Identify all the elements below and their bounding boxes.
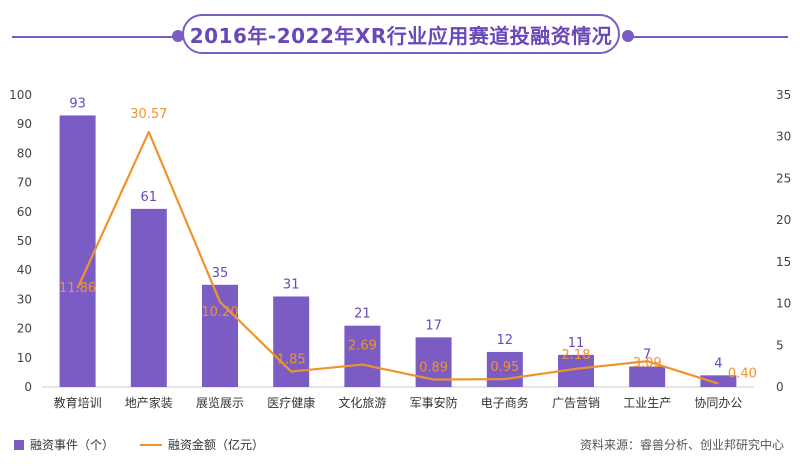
- y-right-tick-label: 0: [776, 380, 784, 394]
- y-left-tick-label: 0: [24, 380, 32, 394]
- y-left-tick-label: 60: [17, 205, 32, 219]
- x-tick-label: 文化旅游: [338, 395, 386, 410]
- x-tick-label: 展览展示: [196, 395, 244, 410]
- line-value-label: 2.18: [562, 348, 591, 363]
- x-tick-label: 教育培训: [54, 395, 102, 410]
- y-left-tick-label: 10: [17, 351, 32, 365]
- line-value-label: 30.57: [130, 107, 167, 122]
- bar-value-label: 31: [283, 277, 300, 292]
- y-right-tick-label: 5: [776, 338, 784, 352]
- y-left-tick-label: 50: [17, 234, 32, 248]
- bar-value-label: 35: [212, 266, 229, 281]
- legend-swatch-bar: [14, 439, 24, 450]
- y-left-tick-label: 20: [17, 322, 32, 336]
- line-value-label: 2.69: [348, 339, 377, 354]
- y-left-tick-label: 100: [9, 88, 32, 102]
- bar-value-label: 17: [425, 318, 442, 333]
- legend-label-line: 融资金额（亿元）: [168, 438, 265, 452]
- bar: [344, 325, 381, 387]
- bar: [59, 115, 96, 387]
- legend: 融资事件（个） 融资金额（亿元）: [14, 436, 290, 453]
- x-tick-label: 电子商务: [481, 395, 529, 410]
- y-right-tick-label: 10: [776, 297, 791, 311]
- chart-title: 2016年-2022年XR行业应用赛道投融资情况: [182, 14, 620, 54]
- line-value-label: 10.20: [201, 305, 238, 320]
- title-dot-left: [172, 30, 184, 42]
- line-series: [76, 130, 719, 385]
- x-tick-label: 广告营销: [552, 396, 600, 410]
- bar: [130, 208, 167, 387]
- bar-value-label: 4: [714, 356, 722, 371]
- line-value-label: 0.89: [419, 361, 448, 376]
- y-left-tick-label: 40: [17, 263, 32, 277]
- legend-swatch-line: [140, 443, 163, 446]
- title-rule-right: [632, 36, 788, 38]
- bar: [273, 296, 310, 387]
- bar-value-label: 93: [69, 96, 86, 111]
- line-value-label: 3.09: [633, 356, 662, 371]
- y-left-tick-label: 30: [17, 292, 32, 306]
- bar: [700, 375, 737, 387]
- x-tick-label: 军事安防: [410, 395, 458, 410]
- title-dot-right: [622, 30, 634, 42]
- x-tick-label: 医疗健康: [267, 395, 315, 410]
- line-value-label: 0.95: [490, 360, 519, 375]
- bar-value-label: 7: [643, 348, 651, 363]
- line-value-label: 11.86: [59, 281, 96, 296]
- bar-value-label: 61: [141, 190, 158, 205]
- legend-label-bar: 融资事件（个）: [30, 438, 115, 452]
- bar-value-label: 11: [568, 336, 585, 351]
- line-value-label: 0.40: [728, 367, 757, 382]
- y-left-tick-label: 90: [17, 117, 32, 131]
- bar: [629, 366, 666, 387]
- y-left-tick-label: 70: [17, 176, 32, 190]
- line-value-label: 1.85: [277, 353, 306, 368]
- y-right-tick-label: 35: [776, 88, 791, 102]
- legend-item-line: 融资金额（亿元）: [140, 436, 264, 453]
- x-tick-label: 地产家装: [125, 395, 173, 410]
- y-left-tick-label: 80: [17, 146, 32, 160]
- bar-value-label: 12: [497, 333, 514, 348]
- y-right-tick-label: 25: [776, 171, 791, 185]
- x-tick-label: 工业生产: [623, 396, 671, 410]
- source-note: 资料来源：睿兽分析、创业邦研究中心: [579, 438, 784, 452]
- bar: [486, 351, 523, 387]
- x-tick-label: 协同办公: [694, 395, 742, 410]
- legend-item-bar: 融资事件（个）: [14, 436, 114, 453]
- bar-value-label: 21: [354, 307, 371, 322]
- y-right-tick-label: 20: [776, 213, 791, 227]
- y-right-tick-label: 30: [776, 130, 791, 144]
- y-right-tick-label: 15: [776, 255, 791, 269]
- title-rule-left: [12, 36, 176, 38]
